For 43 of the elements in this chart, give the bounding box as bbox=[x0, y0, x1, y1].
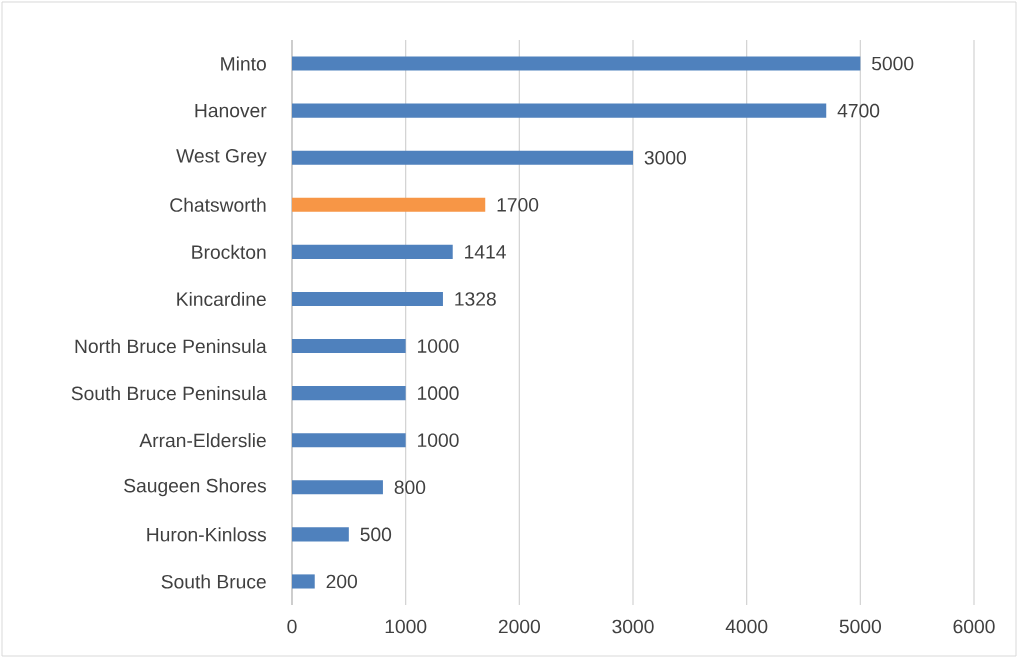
y-tick-label: Saugeen Shores bbox=[124, 478, 266, 497]
y-tick-label: Kincardine bbox=[177, 291, 266, 307]
data-label: 3000 bbox=[644, 150, 686, 165]
y-tick-label: Arran-Elderslie bbox=[139, 433, 266, 448]
bar bbox=[292, 56, 861, 71]
data-label: 1700 bbox=[497, 197, 539, 212]
y-tick-label: Brockton bbox=[192, 244, 266, 259]
bar bbox=[292, 244, 453, 259]
y-tick-label: South Bruce bbox=[161, 574, 266, 589]
bar bbox=[292, 103, 827, 118]
y-tick-label: Minto bbox=[221, 56, 266, 71]
x-tick-label: 6000 bbox=[953, 619, 995, 634]
bar bbox=[292, 386, 406, 401]
y-tick-label: Hanover bbox=[195, 103, 267, 118]
data-label: 1328 bbox=[455, 292, 496, 306]
bar bbox=[292, 480, 383, 495]
data-label: 1000 bbox=[418, 339, 459, 353]
bar bbox=[292, 338, 406, 354]
y-tick-label: Huron-Kinloss bbox=[147, 527, 266, 542]
y-tick-label: South Bruce Peninsula bbox=[71, 386, 267, 401]
data-label: 500 bbox=[360, 527, 392, 542]
x-tick-label: 2000 bbox=[498, 619, 540, 634]
data-label: 800 bbox=[394, 480, 426, 495]
bar bbox=[292, 197, 486, 212]
x-tick-label: 5000 bbox=[839, 619, 881, 634]
x-tick-label: 1000 bbox=[385, 619, 427, 634]
y-tick-label: North Bruce Peninsula bbox=[75, 338, 267, 354]
bar bbox=[292, 150, 633, 165]
data-label: 1414 bbox=[465, 245, 506, 259]
data-label: 1000 bbox=[418, 386, 459, 400]
data-label: 5000 bbox=[871, 56, 914, 71]
data-label: 4700 bbox=[837, 103, 880, 118]
data-label: 200 bbox=[326, 574, 357, 589]
data-label: 1000 bbox=[418, 433, 459, 448]
bar bbox=[292, 291, 443, 307]
x-tick-label: 4000 bbox=[725, 619, 768, 634]
bar bbox=[292, 574, 315, 589]
x-tick-label: 0 bbox=[287, 619, 297, 634]
bar bbox=[292, 527, 349, 542]
y-tick-label: West Grey bbox=[176, 148, 267, 167]
x-tick-label: 3000 bbox=[612, 619, 654, 634]
y-tick-label: Chatsworth bbox=[170, 197, 266, 212]
bar bbox=[292, 433, 406, 448]
